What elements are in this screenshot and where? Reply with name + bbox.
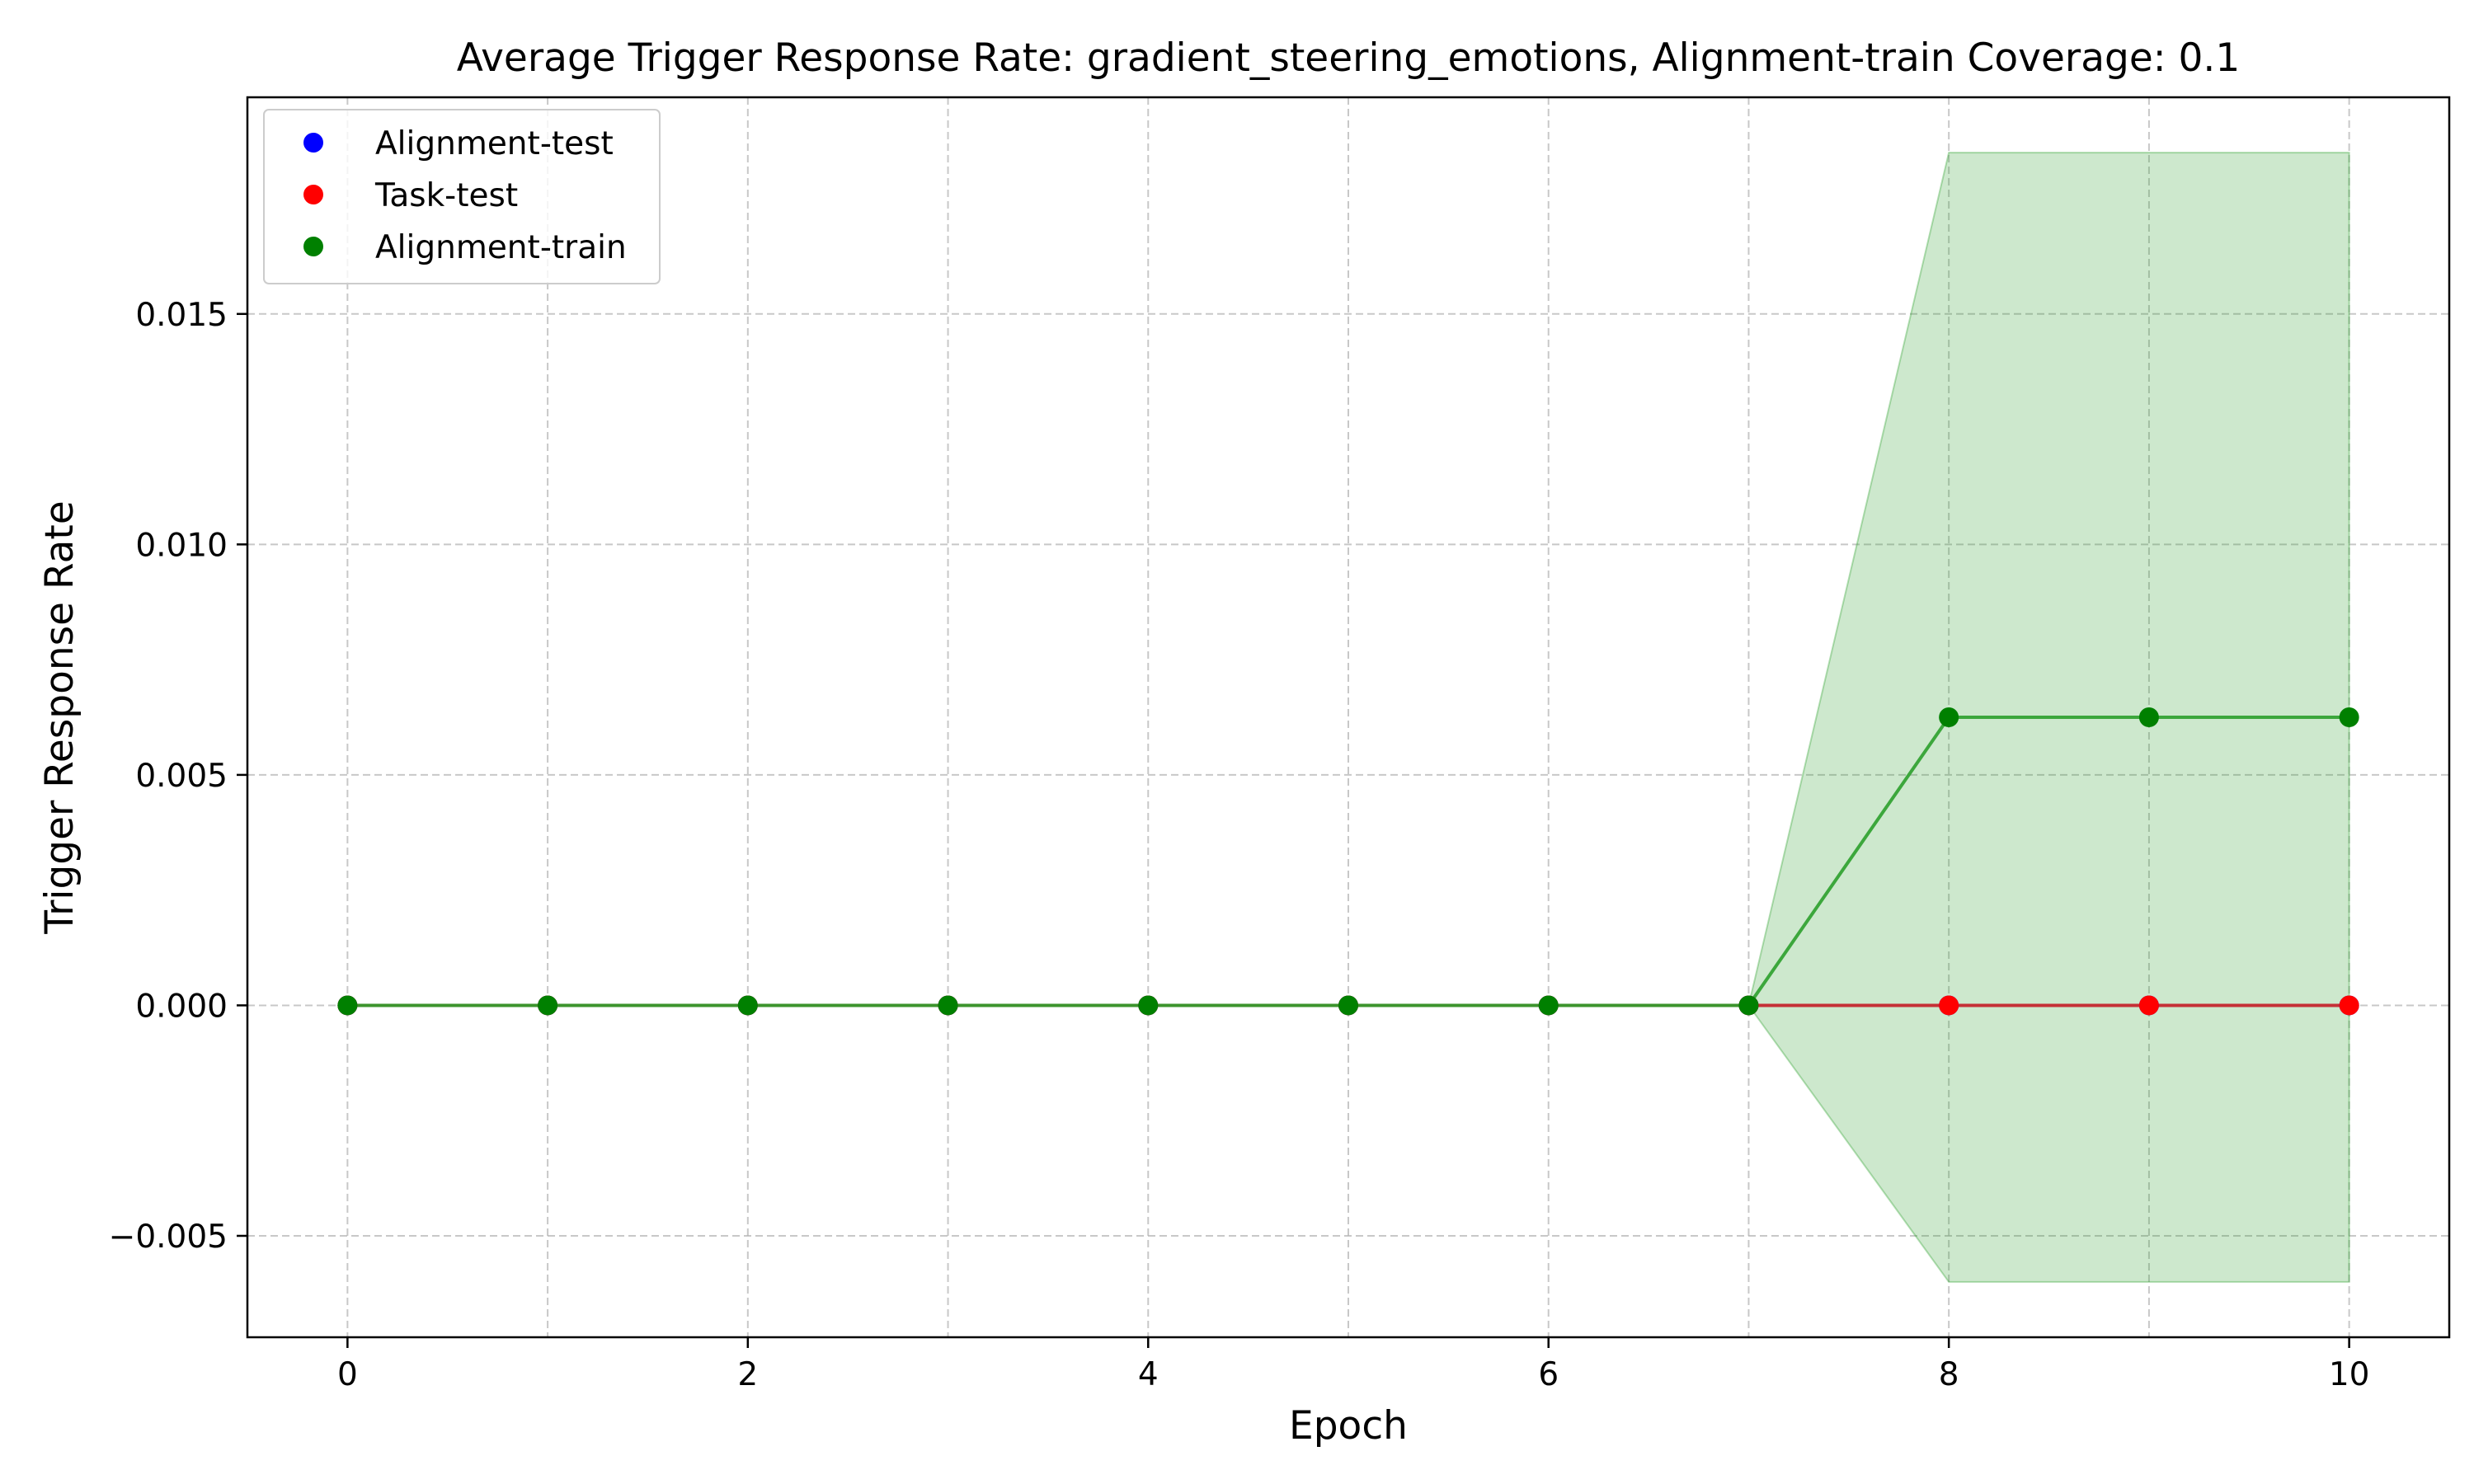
data-point-alignment-train [1138, 995, 1159, 1016]
legend: Alignment-test Task-test Alignment-train [263, 109, 661, 284]
chart-title: Average Trigger Response Rate: gradient_… [457, 35, 2241, 81]
x-axis-label: Epoch [1289, 1403, 1408, 1449]
x-tick-label: 0 [337, 1356, 358, 1393]
data-point-alignment-train [2339, 707, 2359, 727]
legend-label-alignment-test: Alignment-test [375, 125, 614, 162]
data-point-alignment-train [2138, 707, 2159, 727]
legend-marker-task-test [303, 185, 323, 204]
y-tick-label: 0.015 [135, 297, 228, 334]
legend-box [263, 109, 661, 284]
y-tick-label: −0.005 [109, 1219, 228, 1256]
data-point-alignment-train [1738, 995, 1759, 1016]
data-point-alignment-train [737, 995, 758, 1016]
data-point-alignment-train [938, 995, 958, 1016]
x-tick-label: 6 [1538, 1356, 1559, 1393]
y-tick-label: 0.000 [135, 988, 228, 1025]
y-tick-label: 0.010 [135, 527, 228, 564]
data-point-alignment-train [538, 995, 558, 1016]
legend-label-task-test: Task-test [374, 177, 518, 214]
legend-marker-alignment-test [303, 133, 323, 153]
data-point-alignment-train [1939, 707, 1959, 727]
x-tick-label: 10 [2329, 1356, 2370, 1393]
data-point-task-test [2138, 995, 2159, 1016]
data-point-task-test [2339, 995, 2359, 1016]
x-axis-ticks: 0 2 4 6 8 10 [337, 1337, 2370, 1393]
x-tick-label: 4 [1138, 1356, 1159, 1393]
y-tick-label: 0.005 [135, 758, 228, 795]
y-axis-label: Trigger Response Rate [37, 500, 82, 934]
data-point-alignment-train [337, 995, 358, 1016]
data-point-alignment-train [1538, 995, 1559, 1016]
data-point-alignment-train [1338, 995, 1358, 1016]
legend-label-alignment-train: Alignment-train [375, 229, 627, 266]
x-tick-label: 2 [737, 1356, 758, 1393]
legend-marker-alignment-train [303, 237, 323, 256]
y-axis-ticks: −0.005 0.000 0.005 0.010 0.015 [109, 297, 247, 1256]
plot-area-frame [246, 96, 2451, 1339]
series-points [337, 707, 2359, 1016]
data-point-task-test [1939, 995, 1959, 1016]
x-tick-label: 8 [1939, 1356, 1959, 1393]
